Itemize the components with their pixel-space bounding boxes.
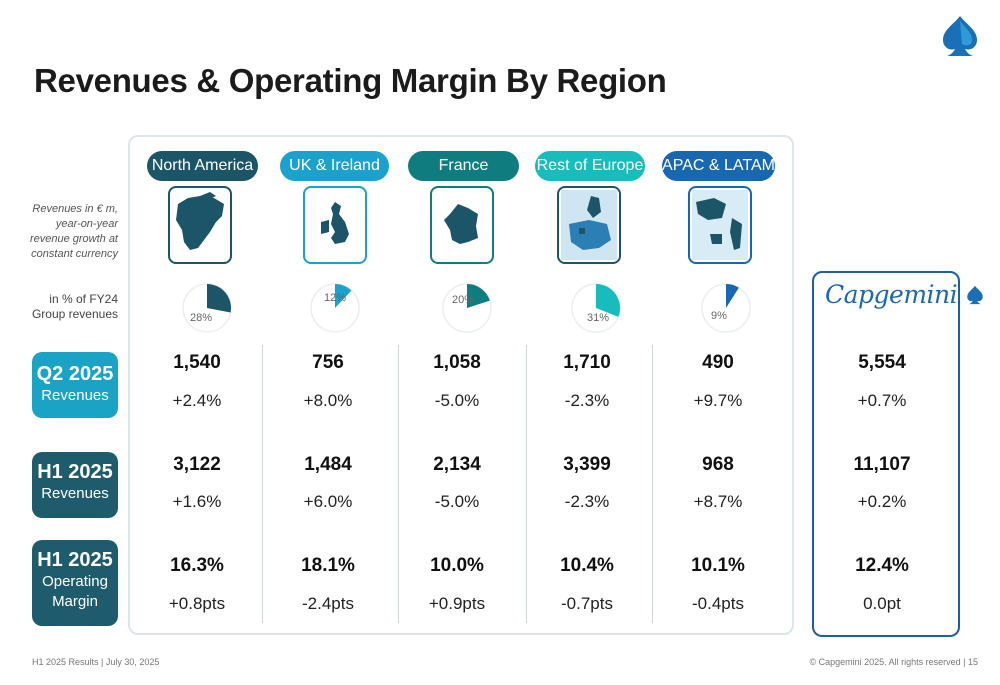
q2-revenue-value: 1,540 [173,352,221,373]
h1-margin-change-value: -0.4pts [692,594,744,613]
h1-margin-value: 10.1% [691,555,745,576]
share-pie-uk-ireland [310,283,360,333]
h1-margin-value: 18.1% [301,555,355,576]
h1-revenue-value: 1,484 [304,454,352,475]
region-pill-uk-ireland: UK & Ireland [280,151,389,181]
pie-slice [726,284,739,308]
row-label-sub: Revenues [41,387,109,404]
region-pill-apac-latam: APAC & LATAM [662,151,775,181]
h1-growth-value: +8.7% [693,492,743,511]
group-q2-revenue-value: 5,554 [858,352,906,373]
h1-revenue-value: 2,134 [433,454,481,475]
q2-revenue-value: 756 [312,352,344,373]
region-pill-rest-of-europe: Rest of Europe [535,151,645,181]
row-label-title: H1 2025 [37,461,113,483]
column-divider [398,345,399,623]
group-h1-growth-value: +0.2% [857,492,907,511]
column-divider [652,345,653,623]
q2-growth-value: -2.3% [564,391,610,410]
h1-revenue-value: 3,399 [563,454,611,475]
q2-revenue-value: 490 [702,352,734,373]
pie-slice [467,284,490,308]
h1-growth-value: -2.3% [564,492,610,511]
h1-growth-value: +1.6% [172,492,222,511]
north-america-map-icon [168,186,232,264]
note-line: Group revenues [31,307,118,321]
share-pie-rest-of-europe [571,283,621,333]
note-line: year-on-year [55,218,118,230]
h1-margin-value: 16.3% [170,555,224,576]
pie-slice [596,284,620,317]
h1-margin-value: 10.0% [430,555,484,576]
h1-growth-value: -5.0% [434,492,480,511]
share-label-france: 20% [452,294,475,306]
note-line: in % of FY24 [49,292,118,306]
column-divider [526,345,527,623]
footer-right: © Capgemini 2025. All rights reserved | … [809,657,978,667]
note-line: constant currency [31,248,118,260]
capgemini-spade-logo-icon [940,14,980,58]
q2-growth-value: +8.0% [303,391,353,410]
revenues-note: Revenues in € m, year-on-year revenue gr… [30,202,118,262]
row-label-q2-revenues: Q2 2025 Revenues [32,352,118,418]
share-label-rest-of-europe: 31% [587,312,610,324]
share-pie-france [442,283,492,333]
note-line: revenue growth at [29,233,118,245]
spade-icon [966,285,983,305]
q2-growth-value: -5.0% [434,391,480,410]
page-title: Revenues & Operating Margin By Region [34,62,667,99]
uk-ireland-map-icon [303,186,367,264]
group-q2-growth-value: +0.7% [857,391,907,410]
q2-revenue-value: 1,710 [563,352,611,373]
row-label-h1-operating-margin: H1 2025 Operating Margin [32,540,118,626]
h1-margin-change-value: +0.8pts [168,594,226,613]
pie-slice [335,284,352,308]
h1-margin-change-value: -0.7pts [561,594,613,613]
pie-slice [207,284,231,313]
h1-margin-change-value: -2.4pts [302,594,354,613]
share-note: in % of FY24 Group revenues [32,292,118,322]
note-line: Revenues in € m, [32,203,118,215]
apac-latam-map-icon [688,186,752,264]
row-label-title: H1 2025 [37,549,113,571]
europe-map-icon [557,186,621,264]
share-label-apac-latam: 9% [711,310,727,322]
group-h1-margin-value: 12.4% [855,555,909,576]
group-total-box [812,271,960,637]
share-label-uk-ireland: 12% [324,292,347,304]
h1-growth-value: +6.0% [303,492,353,511]
row-label-sub: Revenues [41,485,109,502]
h1-margin-change-value: +0.9pts [428,594,486,613]
footer-left: H1 2025 Results | July 30, 2025 [32,657,160,667]
group-h1-margin-change-value: 0.0pt [863,594,901,613]
row-label-h1-revenues: H1 2025 Revenues [32,452,118,518]
region-pill-france: France [408,151,519,181]
q2-revenue-value: 1,058 [433,352,481,373]
capgemini-brand-logo: Capgemini [825,280,985,309]
share-pie-north-america [182,283,232,333]
group-h1-revenue-value: 11,107 [853,454,911,475]
row-label-title: Q2 2025 [36,363,114,385]
column-divider [262,345,263,623]
region-pill-north-america: North America [147,151,258,181]
share-label-north-america: 28% [190,312,213,324]
h1-revenue-value: 3,122 [173,454,221,475]
row-label-sub: Margin [52,593,98,610]
h1-revenue-value: 968 [702,454,734,475]
q2-growth-value: +2.4% [172,391,222,410]
share-pie-apac-latam [701,283,751,333]
france-map-icon [430,186,494,264]
h1-margin-value: 10.4% [560,555,614,576]
q2-growth-value: +9.7% [693,391,743,410]
brand-wordmark: Capgemini [825,280,958,309]
row-label-sub: Operating [42,573,108,590]
